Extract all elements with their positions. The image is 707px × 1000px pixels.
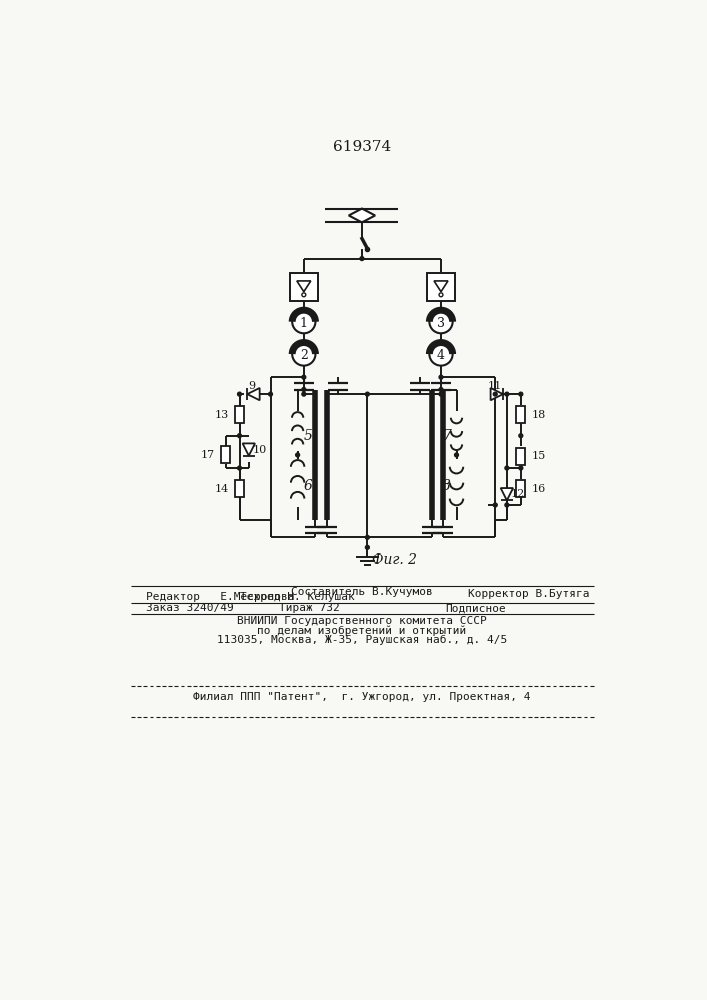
Circle shape — [519, 466, 522, 470]
Text: 8: 8 — [442, 479, 451, 493]
Text: Тираж 732: Тираж 732 — [279, 603, 339, 613]
Bar — [516, 448, 525, 465]
Text: 2: 2 — [300, 349, 308, 362]
Text: 10: 10 — [252, 445, 267, 455]
Polygon shape — [349, 209, 375, 222]
Text: Техред Н. Келушак: Техред Н. Келушак — [240, 592, 355, 602]
Text: 9: 9 — [248, 381, 255, 391]
Circle shape — [366, 545, 369, 549]
Circle shape — [439, 293, 443, 297]
Circle shape — [519, 434, 522, 438]
Text: 5: 5 — [303, 429, 312, 443]
Bar — [516, 406, 525, 423]
Circle shape — [360, 257, 364, 261]
Circle shape — [493, 392, 497, 396]
Circle shape — [439, 388, 443, 391]
Text: 619374: 619374 — [333, 140, 391, 154]
Text: 16: 16 — [532, 484, 546, 494]
Circle shape — [302, 375, 305, 379]
Circle shape — [505, 503, 509, 507]
Text: 11: 11 — [488, 381, 503, 391]
Circle shape — [238, 392, 241, 396]
Circle shape — [429, 310, 452, 333]
Text: Заказ 3240/49: Заказ 3240/49 — [146, 603, 234, 613]
Text: 12: 12 — [510, 489, 525, 499]
Circle shape — [505, 392, 509, 396]
Polygon shape — [247, 388, 259, 400]
Circle shape — [455, 453, 458, 457]
Circle shape — [296, 453, 300, 457]
Polygon shape — [243, 443, 255, 456]
Circle shape — [292, 310, 315, 333]
Bar — [235, 406, 244, 423]
Text: 14: 14 — [214, 484, 228, 494]
Text: 17: 17 — [201, 450, 215, 460]
Text: по делам изобретений и открытий: по делам изобретений и открытий — [257, 625, 467, 636]
Text: Составитель В.Кучумов: Составитель В.Кучумов — [291, 587, 433, 597]
Polygon shape — [434, 281, 448, 292]
Text: Корректор В.Бутяга: Корректор В.Бутяга — [468, 589, 590, 599]
Circle shape — [366, 535, 369, 539]
Text: Филиал ППП "Патент",  г. Ужгород, ул. Проектная, 4: Филиал ППП "Патент", г. Ужгород, ул. Про… — [193, 692, 531, 702]
Text: 13: 13 — [214, 410, 228, 420]
Text: 1: 1 — [300, 317, 308, 330]
Text: 6: 6 — [303, 479, 312, 493]
Circle shape — [429, 343, 452, 366]
Bar — [427, 273, 455, 301]
Circle shape — [238, 466, 241, 470]
Circle shape — [269, 392, 272, 396]
Circle shape — [439, 375, 443, 379]
Circle shape — [302, 293, 305, 297]
Circle shape — [493, 503, 497, 507]
Polygon shape — [501, 488, 513, 500]
Text: Подписное: Подписное — [445, 603, 506, 613]
Text: 3: 3 — [437, 317, 445, 330]
Circle shape — [505, 466, 509, 470]
Text: ВНИИПИ Государственного комитета СССР: ВНИИПИ Государственного комитета СССР — [237, 616, 487, 626]
Circle shape — [519, 392, 522, 396]
Text: 18: 18 — [532, 410, 546, 420]
Text: 113035, Москва, Ж-35, Раушская наб., д. 4/5: 113035, Москва, Ж-35, Раушская наб., д. … — [217, 635, 507, 645]
Bar — [290, 273, 317, 301]
Bar — [235, 480, 244, 497]
Text: Редактор   Е.Месропова: Редактор Е.Месропова — [146, 592, 295, 602]
Circle shape — [292, 343, 315, 366]
Text: 15: 15 — [532, 451, 546, 461]
Circle shape — [302, 392, 305, 396]
Text: Фиг. 2: Фиг. 2 — [372, 553, 417, 567]
Bar — [516, 480, 525, 497]
Circle shape — [238, 434, 241, 438]
Text: 7: 7 — [442, 429, 451, 443]
Polygon shape — [491, 388, 503, 400]
Circle shape — [439, 392, 443, 396]
Polygon shape — [297, 281, 311, 292]
Circle shape — [366, 392, 369, 396]
Bar — [221, 446, 230, 463]
Text: 4: 4 — [437, 349, 445, 362]
Circle shape — [302, 388, 305, 391]
